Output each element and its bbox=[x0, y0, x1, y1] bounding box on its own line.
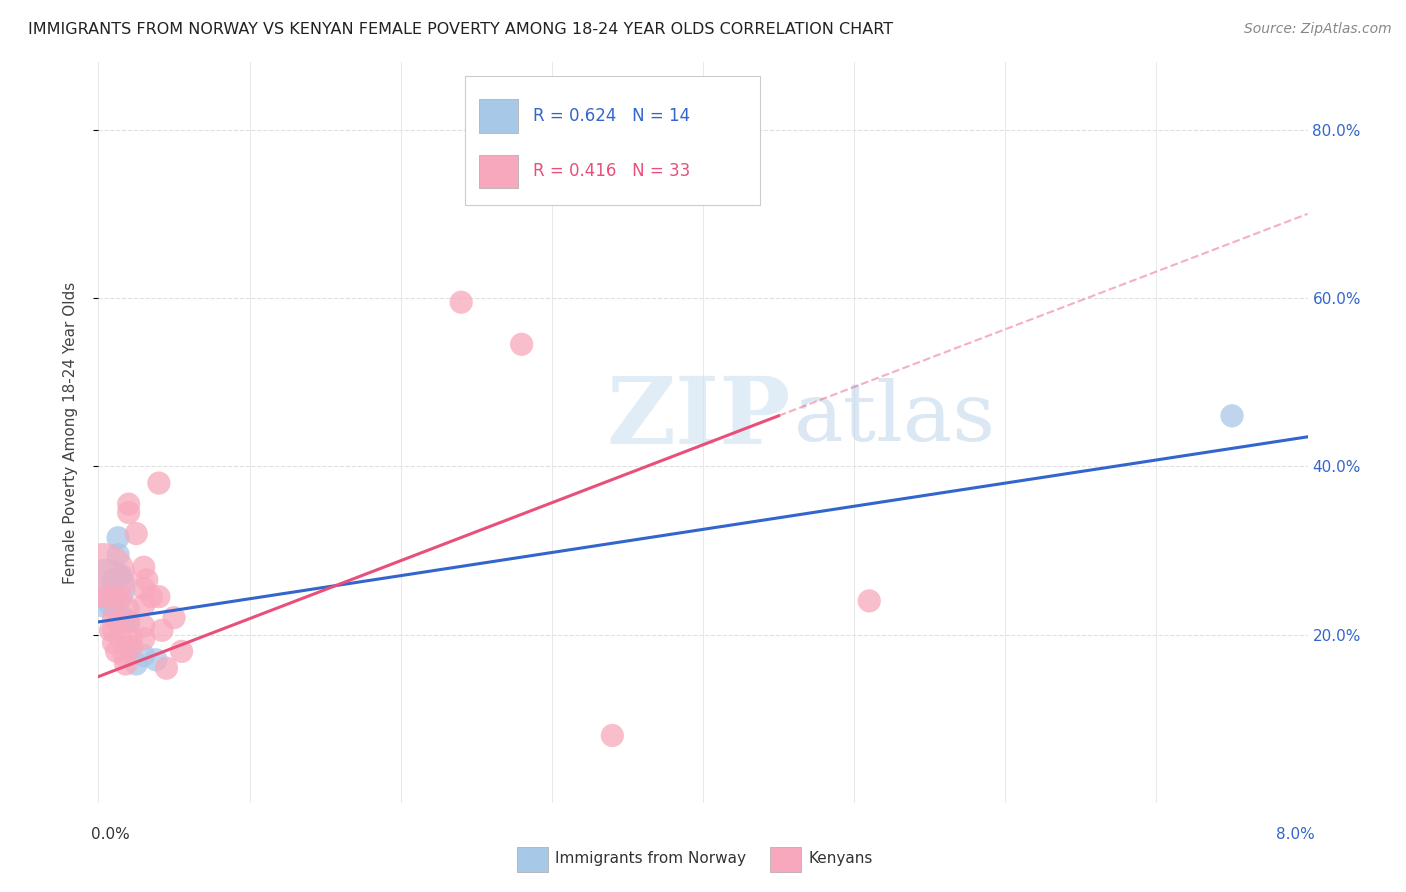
Point bbox=[107, 615, 129, 629]
Point bbox=[110, 590, 132, 604]
Point bbox=[110, 568, 132, 582]
Point bbox=[96, 590, 118, 604]
Point bbox=[100, 624, 122, 638]
Point bbox=[112, 648, 135, 663]
Text: R = 0.416   N = 33: R = 0.416 N = 33 bbox=[533, 162, 690, 180]
Text: atlas: atlas bbox=[793, 378, 995, 458]
Point bbox=[510, 337, 533, 351]
Point bbox=[125, 657, 148, 671]
Text: 8.0%: 8.0% bbox=[1275, 827, 1315, 841]
Point bbox=[148, 476, 170, 491]
Point bbox=[163, 610, 186, 624]
Point bbox=[125, 526, 148, 541]
Point bbox=[94, 581, 117, 595]
Y-axis label: Female Poverty Among 18-24 Year Olds: Female Poverty Among 18-24 Year Olds bbox=[63, 282, 77, 583]
Point bbox=[132, 581, 155, 595]
Point bbox=[103, 636, 125, 650]
Point bbox=[132, 619, 155, 633]
Text: Source: ZipAtlas.com: Source: ZipAtlas.com bbox=[1244, 22, 1392, 37]
Text: Kenyans: Kenyans bbox=[808, 851, 873, 865]
Point bbox=[103, 610, 125, 624]
Point bbox=[170, 644, 193, 658]
Point bbox=[107, 531, 129, 545]
Point bbox=[148, 590, 170, 604]
Point bbox=[118, 615, 141, 629]
Point bbox=[112, 610, 135, 624]
Point bbox=[100, 598, 122, 612]
Point bbox=[103, 573, 125, 587]
Point bbox=[141, 590, 163, 604]
Point bbox=[1220, 409, 1243, 423]
Point bbox=[118, 497, 141, 511]
Point bbox=[114, 657, 136, 671]
Point bbox=[103, 624, 125, 638]
Point bbox=[118, 602, 141, 616]
Point bbox=[118, 506, 141, 520]
Text: Immigrants from Norway: Immigrants from Norway bbox=[555, 851, 747, 865]
Point bbox=[110, 632, 132, 646]
Point bbox=[132, 560, 155, 574]
FancyBboxPatch shape bbox=[465, 76, 759, 204]
Point bbox=[858, 594, 880, 608]
Point bbox=[107, 548, 129, 562]
Point bbox=[155, 661, 177, 675]
Point bbox=[118, 640, 141, 655]
Text: ZIP: ZIP bbox=[606, 373, 790, 463]
Bar bbox=[479, 155, 517, 188]
Point bbox=[450, 295, 472, 310]
Point bbox=[118, 615, 141, 629]
Point bbox=[145, 653, 167, 667]
Point bbox=[135, 573, 157, 587]
Bar bbox=[479, 99, 517, 133]
Text: R = 0.624   N = 14: R = 0.624 N = 14 bbox=[533, 107, 689, 125]
Point bbox=[150, 624, 173, 638]
Point bbox=[121, 640, 143, 655]
Point bbox=[132, 632, 155, 646]
Point bbox=[105, 644, 128, 658]
Text: IMMIGRANTS FROM NORWAY VS KENYAN FEMALE POVERTY AMONG 18-24 YEAR OLDS CORRELATIO: IMMIGRANTS FROM NORWAY VS KENYAN FEMALE … bbox=[28, 22, 893, 37]
Point bbox=[586, 144, 609, 158]
Point bbox=[602, 729, 624, 743]
Text: 0.0%: 0.0% bbox=[91, 827, 131, 841]
Point bbox=[132, 648, 155, 663]
Point bbox=[91, 568, 114, 582]
Point bbox=[103, 590, 125, 604]
Point bbox=[121, 632, 143, 646]
Point bbox=[132, 598, 155, 612]
